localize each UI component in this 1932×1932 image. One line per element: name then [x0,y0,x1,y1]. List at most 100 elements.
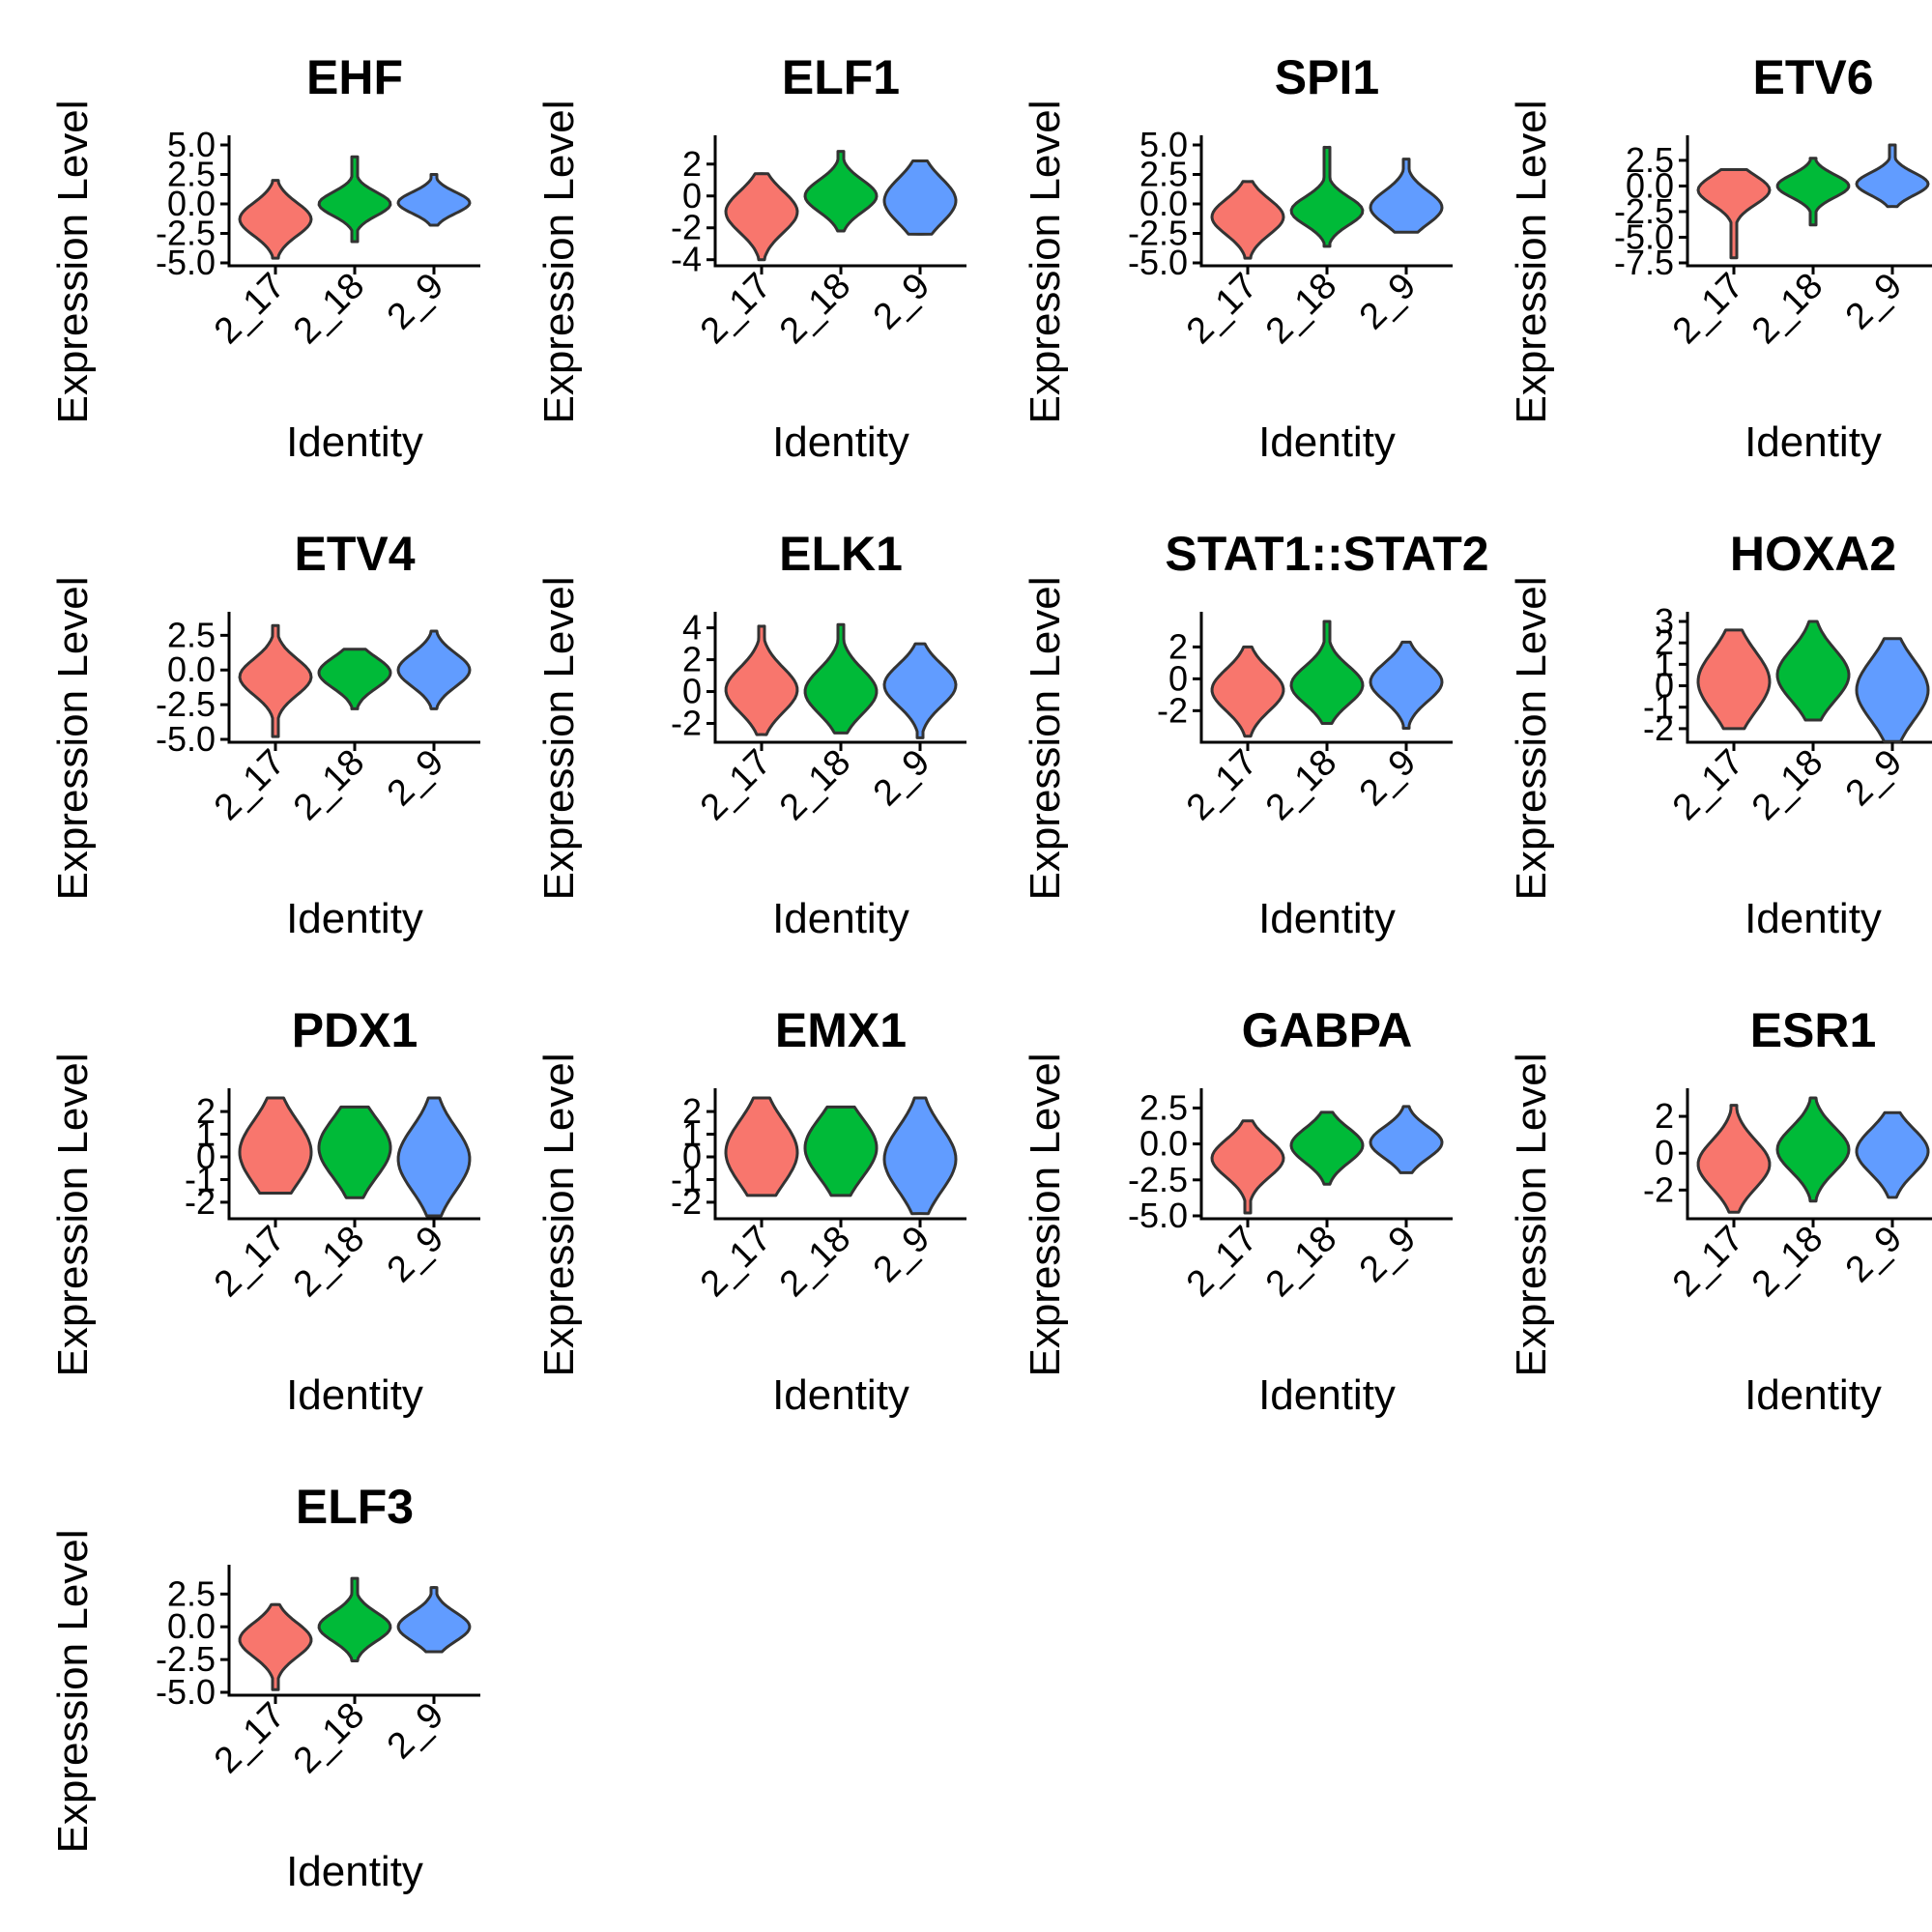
y-tick-label: 2.5 [1626,140,1674,180]
y-tick-label: -2 [671,704,702,743]
x-tick-label: 2_18 [1745,742,1831,828]
chart-title: ETV6 [1752,50,1873,104]
y-tick-label: 5.0 [1139,125,1188,164]
y-tick-label: 0 [682,176,702,216]
x-axis-label: Identity [1258,1371,1396,1419]
x-tick-label: 2_9 [1352,1219,1425,1291]
y-axis-label: Expression Level [1508,100,1555,423]
y-tick-label: -2.5 [156,684,216,724]
violin-2_18 [803,150,879,233]
y-tick-label: 0.0 [167,649,216,689]
x-tick-label: 2_9 [1352,742,1425,815]
y-axis-label: Expression Level [1508,1053,1555,1376]
violin-2_9 [1369,1105,1444,1174]
violin-2_18 [803,1105,879,1197]
x-axis-label: Identity [286,418,423,466]
violin-2_18 [1775,1096,1851,1203]
y-tick-label: -7.5 [1614,243,1674,282]
violin-2_18 [1289,1110,1365,1186]
y-tick-label: 2.5 [167,155,216,194]
y-tick-label: -5.0 [1614,216,1674,256]
y-tick-label: 0 [682,672,702,711]
x-axis-label: Identity [1745,895,1882,942]
violin-2_17 [724,172,799,262]
chart-title: ELF1 [782,50,900,104]
y-tick-label: 2 [682,1091,702,1131]
x-tick-label: 2_17 [1665,266,1751,352]
chart-title: SPI1 [1275,50,1379,104]
y-tick-label: -2 [185,1182,216,1222]
x-tick-label: 2_17 [207,1219,293,1305]
y-tick-label: 2.5 [167,615,216,654]
y-tick-label: 1 [196,1114,216,1154]
violin-2_17 [1696,167,1772,260]
x-tick-label: 2_17 [1179,266,1265,352]
y-tick-label: 2.5 [1139,155,1188,194]
x-axis-label: Identity [772,1371,909,1419]
y-tick-label: 0.0 [1626,165,1674,205]
x-tick-label: 2_9 [866,742,938,815]
x-tick-label: 2_18 [772,266,858,352]
y-tick-label: 2 [682,144,702,184]
y-tick-label: 1 [1655,644,1674,683]
violin-2_9 [1855,1110,1930,1199]
x-tick-label: 2_17 [1665,742,1751,828]
x-tick-label: 2_17 [1179,742,1265,828]
y-axis-label: Expression Level [49,576,97,900]
y-tick-label: 0 [1168,658,1188,698]
chart-title: PDX1 [292,1003,418,1057]
chart-title: ELF3 [296,1480,414,1534]
y-tick-label: 0.0 [167,1606,216,1646]
y-tick-label: 0.0 [1139,184,1188,223]
x-tick-label: 2_17 [207,1695,293,1781]
x-axis-label: Identity [1258,418,1396,466]
y-tick-label: -5.0 [156,1672,216,1712]
violin-2_17 [238,179,313,260]
violin-2_17 [724,624,799,736]
y-tick-label: -2 [1643,1169,1674,1209]
x-tick-label: 2_17 [207,266,293,352]
violin-2_17 [238,623,313,738]
chart-title: GABPA [1242,1003,1413,1057]
y-tick-label: 0.0 [1139,1124,1188,1164]
y-tick-label: -5.0 [1128,243,1188,282]
x-tick-label: 2_9 [380,742,452,815]
violin-2_17 [238,1096,313,1196]
x-axis-label: Identity [1745,1371,1882,1419]
y-axis-label: Expression Level [1022,1053,1069,1376]
violin-2_9 [1369,640,1444,730]
y-tick-label: 2 [1655,1096,1674,1136]
chart-title: ELK1 [779,527,903,581]
y-tick-label: 0 [682,1137,702,1176]
chart-title: HOXA2 [1730,527,1896,581]
violin-2_18 [317,155,392,244]
y-tick-label: 2 [196,1091,216,1131]
y-tick-label: -2.5 [1128,1160,1188,1199]
violin-2_17 [1210,180,1285,260]
x-axis-label: Identity [772,418,909,466]
y-tick-label: -2.5 [156,214,216,253]
y-tick-label: -2.5 [1614,191,1674,231]
chart-title: EMX1 [775,1003,907,1057]
y-axis-label: Expression Level [1022,100,1069,423]
y-tick-label: 2.5 [1139,1087,1188,1127]
x-tick-label: 2_9 [380,266,452,338]
x-tick-label: 2_18 [772,742,858,828]
violin-2_17 [1696,628,1772,731]
y-tick-label: -5.0 [156,719,216,759]
violin-2_18 [317,1105,392,1199]
violin-2_9 [396,173,472,227]
violin-2_18 [1289,620,1365,726]
x-tick-label: 2_9 [1838,266,1911,338]
y-axis-label: Expression Level [535,576,583,900]
x-axis-label: Identity [1258,895,1396,942]
x-tick-label: 2_18 [1258,1219,1344,1305]
chart-title: ETV4 [294,527,415,581]
x-axis-label: Identity [286,1848,423,1895]
y-tick-label: 4 [682,608,702,648]
chart-panel-gabpa: GABPA Expression Level Identity -5.0-2.50.0… [1022,1003,1453,1419]
